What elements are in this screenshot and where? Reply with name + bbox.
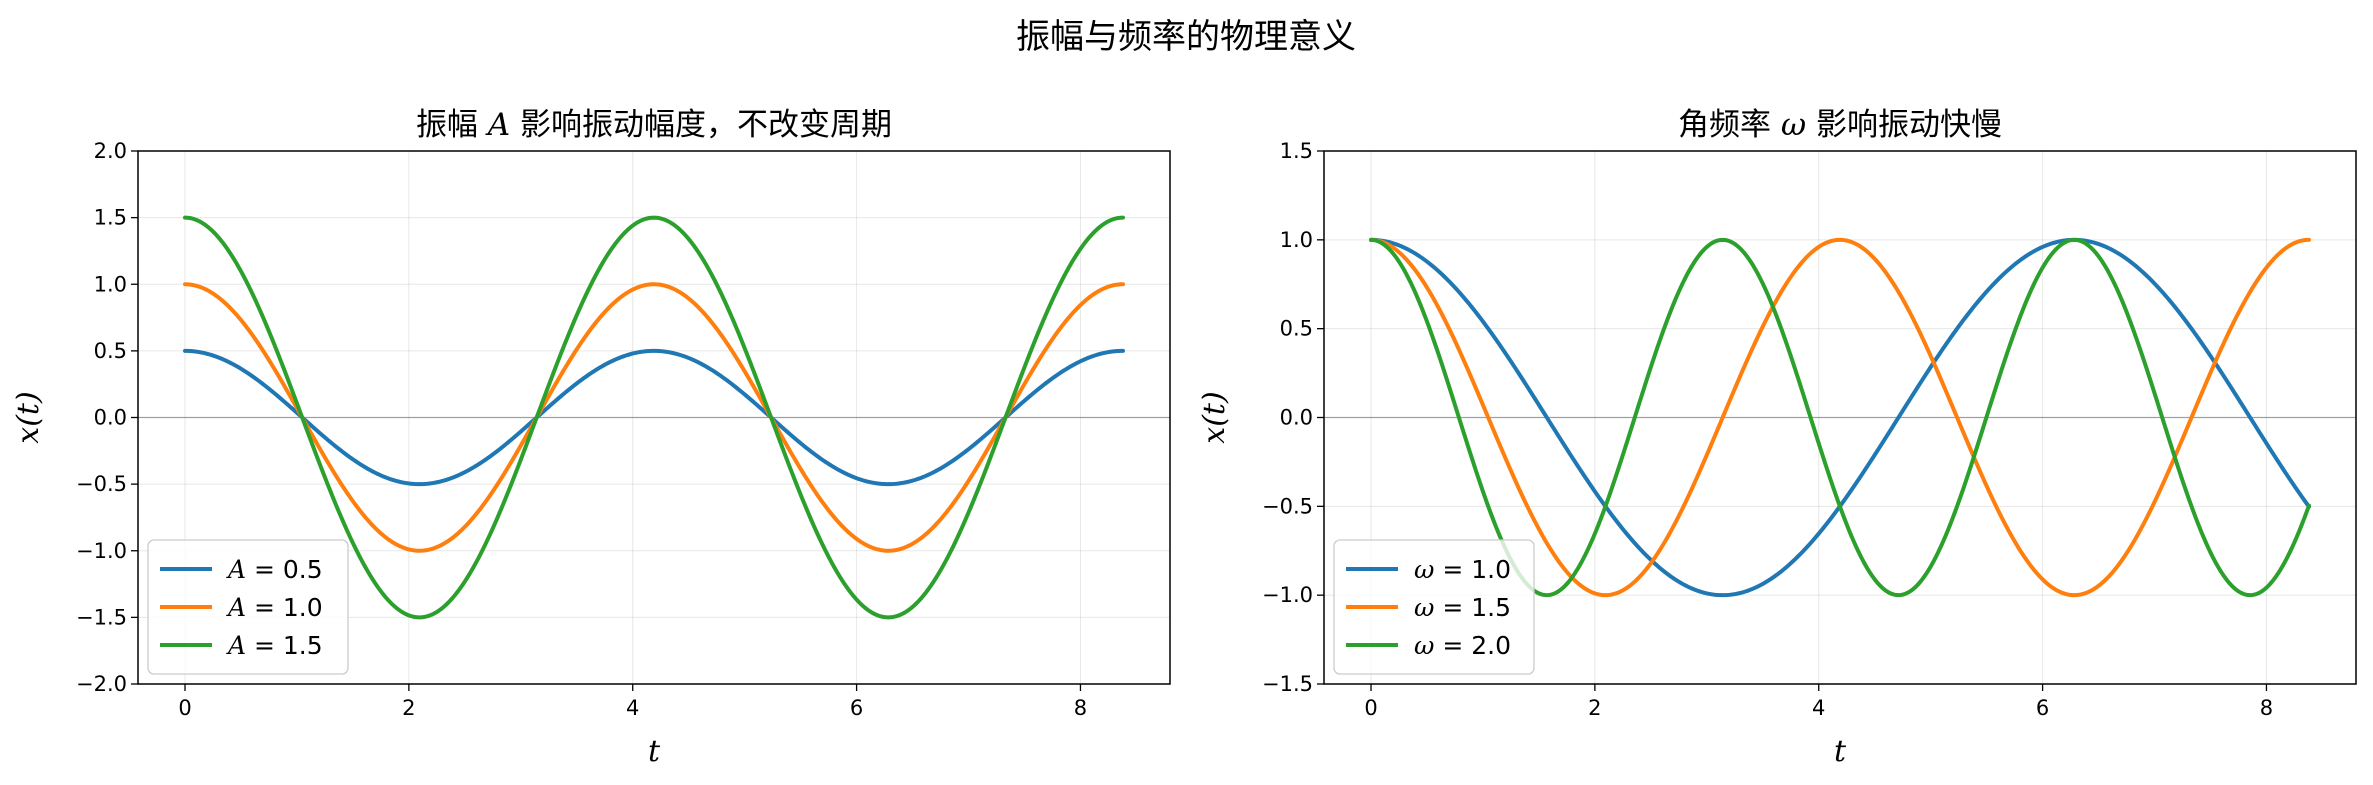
x-tick-label: 6 <box>850 696 863 720</box>
y-tick-label: −1.0 <box>76 539 127 563</box>
series-line-1 <box>183 348 1125 487</box>
axes-title-text: 角频率 <box>1678 107 1781 143</box>
x-tick-label: 4 <box>1812 696 1825 720</box>
legend-label-3: A = 1.5 <box>226 631 323 660</box>
legend-value: = 1.0 <box>1434 555 1511 584</box>
x-tick-label: 6 <box>2036 696 2049 720</box>
x-tick-label: 0 <box>1364 696 1377 720</box>
chart-panel-amplitude: 0 2 4 6 8 −2.0 −1.5 −1.0 −0.5 0.0 0.5 1.0 1.5 2.0 t x(t… <box>11 107 1171 769</box>
chart-panel-frequency: 0 2 4 6 8 −1.5 −1.0 −0.5 0.0 0.5 1.0 1.5 t x(t) 角频率 ω … <box>1197 107 2357 769</box>
legend-symbol: A <box>226 631 246 660</box>
axes-title-symbol: ω <box>1781 107 1806 143</box>
legend-symbol: ω <box>1414 631 1434 660</box>
legend-value: = 1.5 <box>1434 593 1511 622</box>
y-tick-label: 1.5 <box>94 206 127 230</box>
x-tick-label: 8 <box>1074 696 1087 720</box>
axes-title-symbol: A <box>485 107 510 143</box>
legend-value: = 2.0 <box>1434 631 1511 660</box>
axes-title: 角频率 ω 影响振动快慢 <box>1678 107 2002 143</box>
legend-value: = 1.5 <box>246 631 323 660</box>
x-tick-label: 4 <box>626 696 639 720</box>
legend-symbol: ω <box>1414 593 1434 622</box>
y-tick-label: 0.5 <box>1280 317 1313 341</box>
legend-label-2: ω = 1.5 <box>1414 593 1511 622</box>
legend-box <box>1333 539 1535 675</box>
x-tick-label: 2 <box>1588 696 1601 720</box>
legend-value: = 1.0 <box>246 593 323 622</box>
series-line-3 <box>183 215 1125 620</box>
legend-label-1: A = 0.5 <box>226 555 323 584</box>
y-tick-label: −1.5 <box>76 605 127 629</box>
legend-label-3: ω = 2.0 <box>1414 631 1511 660</box>
series-line-2 <box>183 282 1125 553</box>
figure-suptitle: 振幅与频率的物理意义 <box>1016 17 1356 57</box>
y-tick-label: 2.0 <box>94 139 127 163</box>
y-tick-label: −1.5 <box>1262 672 1313 696</box>
y-tick-label: 1.0 <box>1280 228 1313 252</box>
legend-symbol: ω <box>1414 555 1434 584</box>
y-tick-label: −2.0 <box>76 672 127 696</box>
y-tick-label: 1.0 <box>94 272 127 296</box>
legend-box <box>147 539 349 675</box>
legend-symbol: A <box>226 593 246 622</box>
x-tick-label: 2 <box>402 696 415 720</box>
x-axis-label: t <box>1834 734 1847 769</box>
y-tick-label: −0.5 <box>1262 494 1313 518</box>
axes-title-text: 影响振动快慢 <box>1806 107 2002 143</box>
y-axis-label: x(t) <box>11 391 46 443</box>
axes-title: 振幅 A 影响振动幅度，不改变周期 <box>416 107 892 143</box>
y-tick-label: 0.0 <box>1280 406 1313 430</box>
legend-label-1: ω = 1.0 <box>1414 555 1511 584</box>
x-tick-label: 0 <box>178 696 191 720</box>
axes-title-text: 振幅 <box>416 107 488 143</box>
axes-title-text: 影响振动幅度，不改变周期 <box>510 107 892 143</box>
y-tick-label: 0.5 <box>94 339 127 363</box>
y-tick-label: −1.0 <box>1262 583 1313 607</box>
legend-label-2: A = 1.0 <box>226 593 323 622</box>
legend: A = 0.5A = 1.0A = 1.5 <box>147 539 349 675</box>
legend: ω = 1.0ω = 1.5ω = 2.0 <box>1333 539 1535 675</box>
x-axis-label: t <box>648 734 661 769</box>
y-tick-label: −0.5 <box>76 472 127 496</box>
legend-value: = 0.5 <box>246 555 323 584</box>
y-tick-label: 1.5 <box>1280 139 1313 163</box>
legend-symbol: A <box>226 555 246 584</box>
series-line-2 <box>1369 237 2311 598</box>
y-axis-label: x(t) <box>1197 391 1232 443</box>
y-tick-label: 0.0 <box>94 406 127 430</box>
x-tick-label: 8 <box>2260 696 2273 720</box>
